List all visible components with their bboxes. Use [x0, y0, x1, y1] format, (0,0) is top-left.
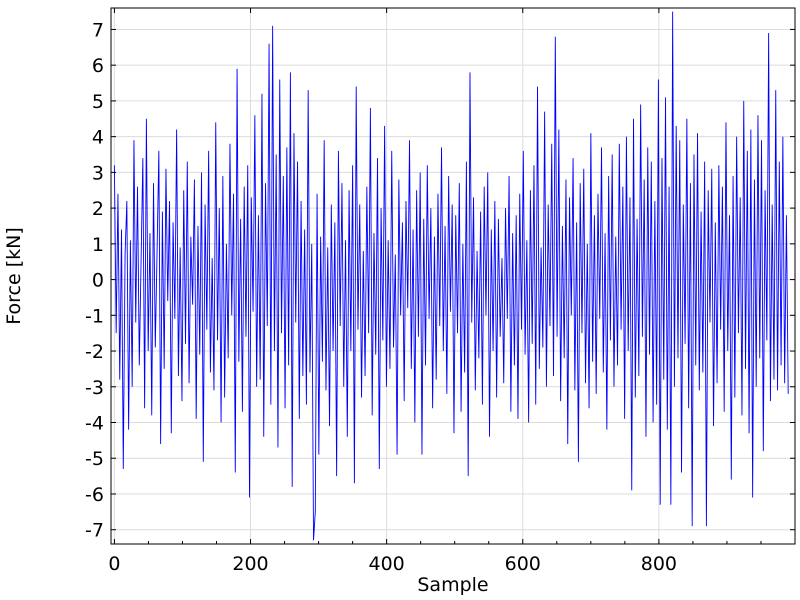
plot-area-frame — [110, 7, 796, 545]
y-tick-label: -2 — [85, 341, 104, 363]
y-axis-title: Force [kN] — [3, 227, 25, 325]
y-tick-label: -6 — [85, 484, 104, 506]
y-tick-label: 2 — [92, 198, 104, 220]
x-tick-label: 400 — [369, 553, 405, 575]
y-tick-label: 7 — [92, 19, 104, 41]
y-tick-label: -5 — [85, 448, 104, 470]
x-tick-label: 800 — [641, 553, 677, 575]
y-tick-label: 6 — [92, 55, 104, 77]
x-tick-label: 600 — [505, 553, 541, 575]
x-tick-label: 0 — [108, 553, 120, 575]
x-axis-ticks: 0 200 400 600 800 — [108, 8, 762, 575]
y-tick-label: 0 — [92, 270, 104, 292]
force-series-line — [113, 11, 789, 541]
y-tick-label: -7 — [85, 520, 104, 542]
y-tick-label: 3 — [92, 162, 104, 184]
y-tick-label: -4 — [85, 413, 104, 435]
y-tick-label: -1 — [85, 305, 104, 327]
y-tick-label: 1 — [92, 234, 104, 256]
series-group — [113, 11, 789, 541]
y-tick-label: 4 — [92, 127, 104, 149]
y-tick-label: 5 — [92, 91, 104, 113]
x-axis-title: Sample — [417, 574, 488, 596]
x-tick-label: 200 — [232, 553, 268, 575]
y-tick-label: -3 — [85, 377, 104, 399]
y-axis-ticks: 7 6 5 4 3 2 1 0 -1 -2 -3 -4 -5 -6 -7 — [85, 19, 795, 542]
